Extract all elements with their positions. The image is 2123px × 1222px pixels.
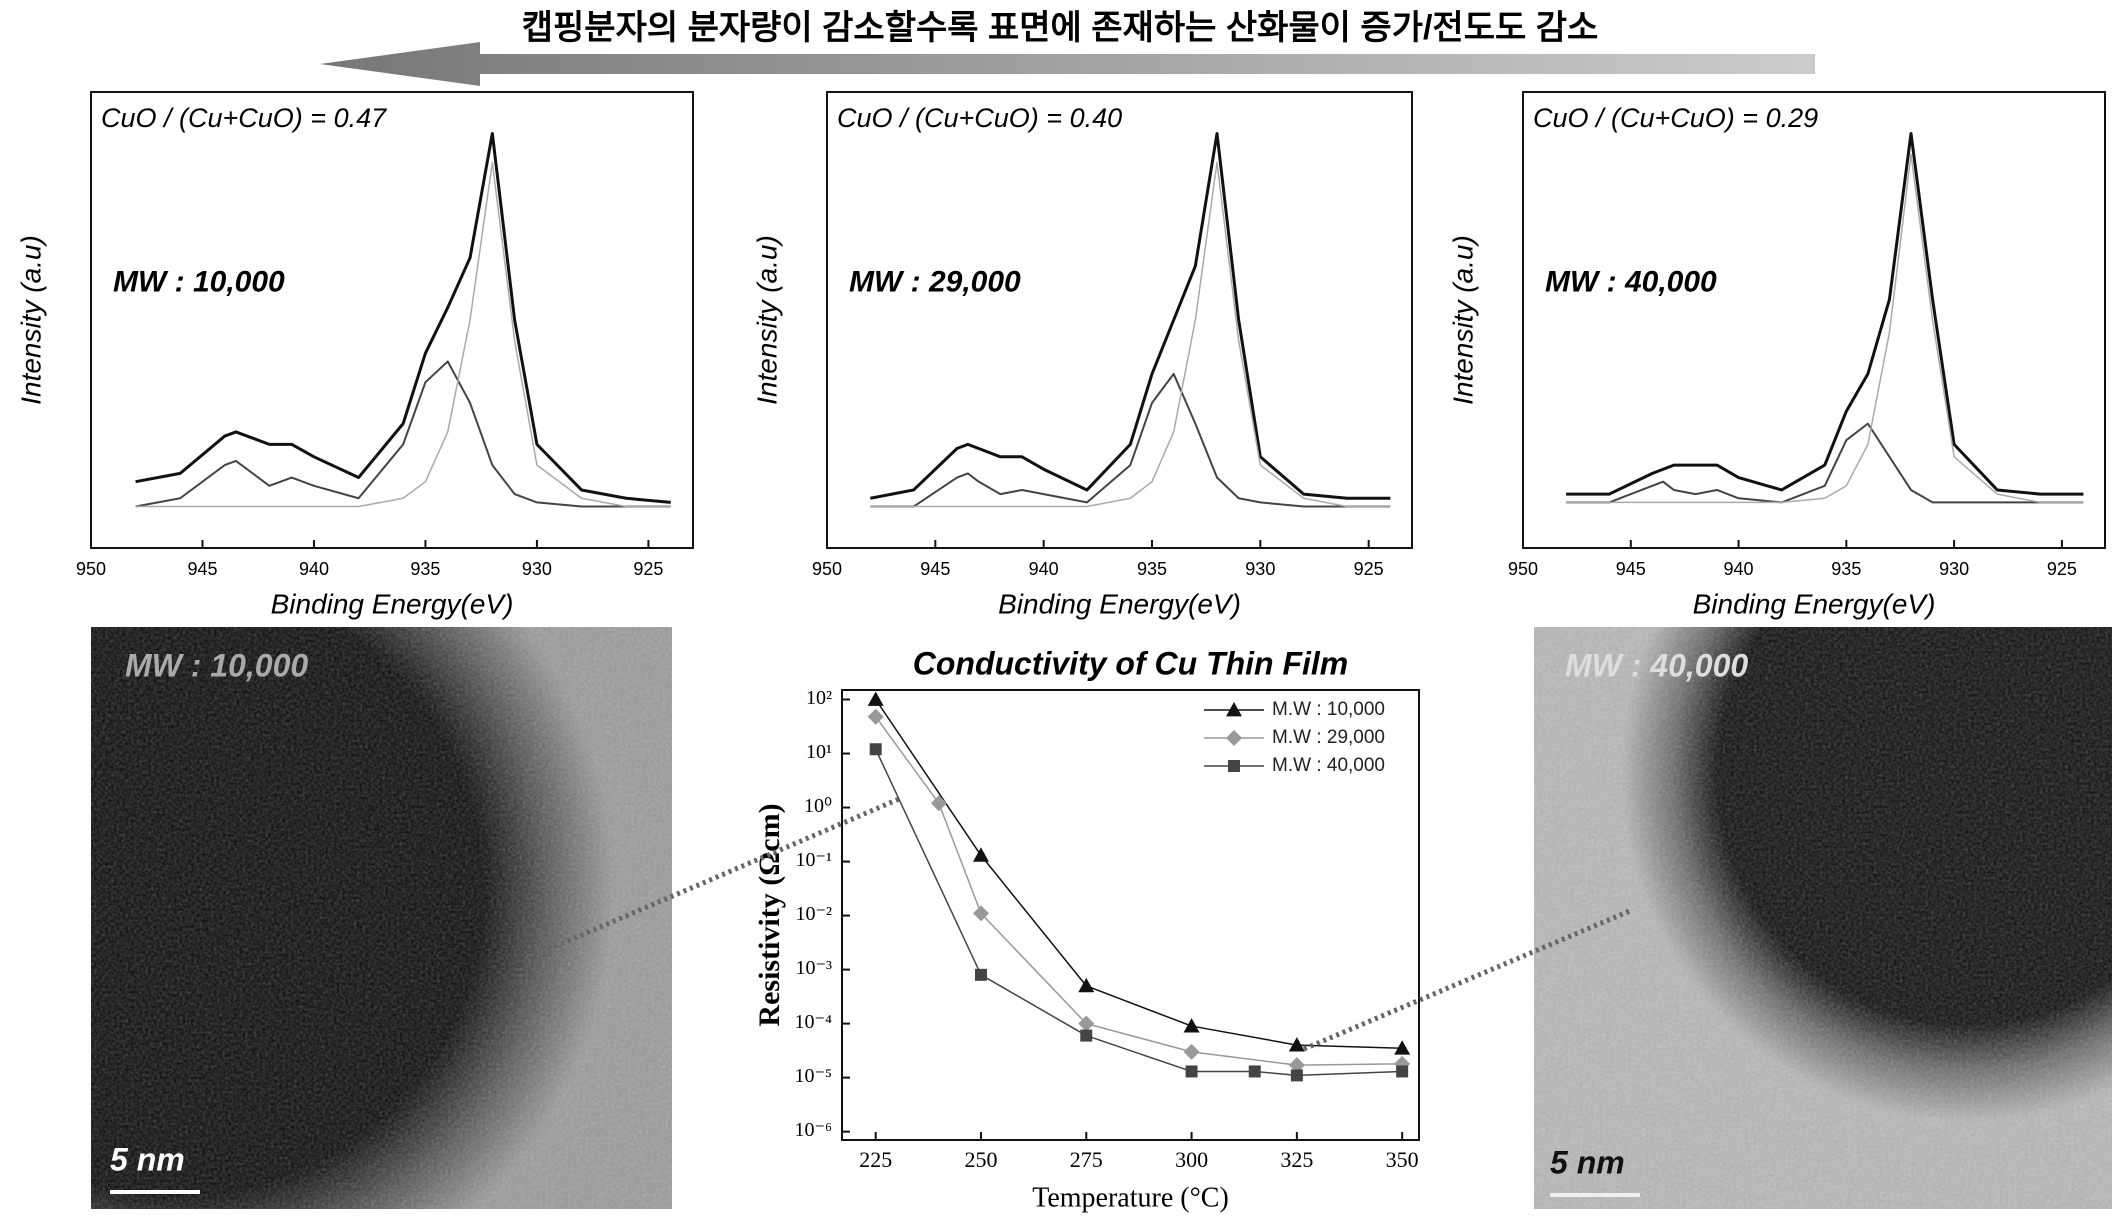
image-label: MW : 40,000 bbox=[1565, 647, 1748, 683]
annotation: MW : 29,000 bbox=[849, 265, 1021, 298]
x-tick-label: 935 bbox=[1831, 559, 1861, 579]
marker bbox=[1288, 1037, 1305, 1052]
marker bbox=[972, 905, 989, 922]
connector bbox=[541, 796, 900, 955]
marker bbox=[1288, 1057, 1305, 1074]
x-tick-label: 930 bbox=[1939, 559, 1969, 579]
chart-title: Conductivity of Cu Thin Film bbox=[913, 645, 1349, 681]
x-tick-label: 950 bbox=[76, 559, 106, 579]
tem-image-left: MW : 10,000 5 nm bbox=[91, 627, 672, 1209]
x-axis-label: Binding Energy(eV) bbox=[1693, 588, 1936, 619]
annotation: CuO / (Cu+CuO) = 0.40 bbox=[837, 103, 1122, 133]
annotation: MW : 40,000 bbox=[1545, 265, 1717, 298]
y-axis-label: Intensity (a.u) bbox=[15, 235, 46, 405]
x-axis-label: Binding Energy(eV) bbox=[998, 588, 1241, 619]
x-tick-label: 325 bbox=[1280, 1147, 1313, 1172]
plots: 950 945 940 935 930 925 Binding Energy(eV) Inte… bbox=[15, 91, 2106, 1213]
marker bbox=[930, 795, 947, 812]
marker bbox=[1185, 1065, 1198, 1078]
series-line bbox=[870, 372, 1391, 508]
y-tick-label: 10⁻⁶ bbox=[794, 1119, 832, 1141]
y-tick-label: 10⁻⁴ bbox=[794, 1011, 832, 1033]
x-tick-label: 940 bbox=[1724, 559, 1754, 579]
annotation: MW : 10,000 bbox=[113, 265, 285, 298]
x-tick-label: 945 bbox=[920, 559, 950, 579]
x-tick-label: 275 bbox=[1070, 1147, 1103, 1172]
tem-image-right: MW : 40,000 5 nm bbox=[1534, 627, 2112, 1209]
legend-marker bbox=[1226, 702, 1242, 717]
series-line bbox=[875, 699, 1403, 1049]
x-tick-label: 925 bbox=[2047, 559, 2077, 579]
x-axis-label: Binding Energy(eV) bbox=[271, 588, 514, 619]
series-line bbox=[135, 131, 671, 504]
x-tick-label: 350 bbox=[1386, 1147, 1419, 1172]
series-line bbox=[1566, 153, 2084, 504]
arrow bbox=[320, 42, 1815, 86]
y-tick-label: 10¹ bbox=[806, 741, 832, 763]
x-tick-label: 935 bbox=[1137, 559, 1167, 579]
legend-marker bbox=[1226, 730, 1242, 746]
y-axis-label: Intensity (a.u) bbox=[1447, 235, 1478, 405]
x-tick-label: 935 bbox=[410, 559, 440, 579]
marker bbox=[1394, 1040, 1411, 1055]
series-line bbox=[870, 131, 1391, 500]
legend-label: M.W : 10,000 bbox=[1272, 699, 1385, 720]
x-tick-label: 925 bbox=[1354, 559, 1384, 579]
legend-label: M.W : 40,000 bbox=[1272, 755, 1385, 776]
series-line bbox=[135, 360, 671, 508]
series-line bbox=[1566, 131, 2084, 496]
marker bbox=[1183, 1043, 1200, 1060]
y-tick-label: 10⁻¹ bbox=[795, 849, 832, 871]
marker bbox=[867, 708, 884, 725]
marker bbox=[1183, 1018, 1200, 1033]
x-tick-label: 930 bbox=[522, 559, 552, 579]
y-tick-label: 10² bbox=[806, 687, 832, 709]
marker bbox=[1290, 1069, 1303, 1082]
scale-bar-label: 5 nm bbox=[110, 1141, 185, 1177]
y-axis-label: Intensity (a.u) bbox=[751, 235, 782, 405]
x-tick-label: 950 bbox=[812, 559, 842, 579]
x-tick-label: 250 bbox=[964, 1147, 997, 1172]
legend-marker bbox=[1228, 760, 1240, 772]
y-tick-label: 10⁻² bbox=[795, 903, 832, 925]
annotation: CuO / (Cu+CuO) = 0.47 bbox=[101, 103, 387, 133]
series-line bbox=[135, 161, 671, 508]
series-line bbox=[870, 161, 1391, 508]
connector bbox=[1303, 907, 1633, 1052]
marker bbox=[869, 743, 882, 756]
marker bbox=[1080, 1029, 1093, 1042]
x-tick-label: 940 bbox=[1029, 559, 1059, 579]
x-axis-label: Temperature (°C) bbox=[1032, 1182, 1229, 1213]
x-tick-label: 945 bbox=[187, 559, 217, 579]
x-tick-label: 930 bbox=[1245, 559, 1275, 579]
x-tick-label: 225 bbox=[859, 1147, 892, 1172]
plot-frame bbox=[90, 91, 694, 549]
x-tick-label: 925 bbox=[633, 559, 663, 579]
marker bbox=[867, 691, 884, 706]
y-tick-label: 10⁻⁵ bbox=[794, 1065, 832, 1087]
y-tick-label: 10⁰ bbox=[804, 795, 832, 817]
x-tick-label: 950 bbox=[1508, 559, 1538, 579]
annotation: CuO / (Cu+CuO) = 0.29 bbox=[1533, 103, 1818, 133]
marker bbox=[972, 847, 989, 862]
figure-title: 캡핑분자의 분자량이 감소할수록 표면에 존재하는 산화물이 증가/전도도 감소 bbox=[522, 9, 1599, 47]
series-line bbox=[1566, 422, 2084, 504]
marker bbox=[1078, 1015, 1095, 1032]
x-tick-label: 300 bbox=[1175, 1147, 1208, 1172]
x-tick-label: 945 bbox=[1616, 559, 1646, 579]
y-axis-label: Resistivity (Ωcm) bbox=[753, 803, 786, 1026]
image-label: MW : 10,000 bbox=[125, 647, 308, 683]
x-tick-label: 940 bbox=[299, 559, 329, 579]
plot-frame bbox=[1522, 91, 2106, 549]
scale-bar-label: 5 nm bbox=[1550, 1144, 1625, 1180]
marker bbox=[1248, 1065, 1261, 1078]
marker bbox=[1396, 1065, 1409, 1078]
y-tick-label: 10⁻³ bbox=[795, 957, 832, 979]
marker bbox=[974, 968, 987, 981]
marker bbox=[1078, 977, 1095, 993]
plot-frame bbox=[826, 91, 1413, 549]
legend-label: M.W : 29,000 bbox=[1272, 727, 1385, 748]
